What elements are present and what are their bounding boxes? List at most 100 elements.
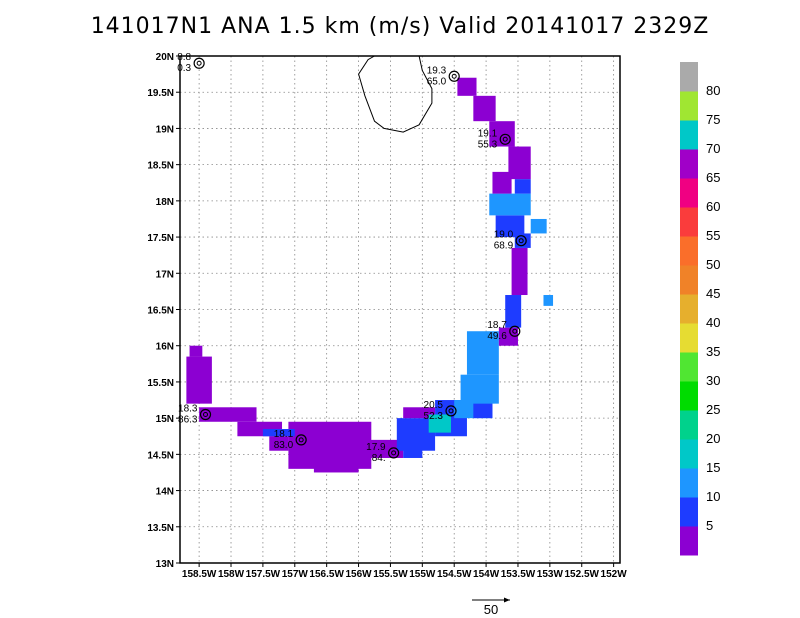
colorbar-label: 30 [706,373,720,388]
wind-cell [489,121,515,147]
y-tick-label: 18N [156,197,174,208]
colorbar-swatch [680,352,698,382]
y-tick-label: 19N [156,124,174,135]
reference-vector-label: 50 [484,602,498,617]
fix-ring [388,447,400,459]
fix-label-1: 18.3 [178,404,198,415]
x-tick-label: 157.5W [246,569,281,580]
wind-speed-field [186,77,554,473]
colorbar-label: 70 [706,141,720,156]
fix-center [448,408,454,414]
fix-label-2: 49.6 [487,331,507,342]
y-tick-label: 15N [156,414,174,425]
storm-fix: 18.749.6 [487,320,521,342]
colorbar-swatch [680,120,698,150]
fix-center [502,136,508,142]
fix-center [203,412,209,418]
colorbar-label: 65 [706,170,720,185]
colorbar-label: 50 [706,257,720,272]
fix-ring [515,235,527,247]
fix-label-2: 0.3 [177,63,191,74]
y-tick-label: 20N [156,52,174,63]
storm-fix: 8.80.3 [177,52,205,74]
colorbar-label: 5 [706,518,713,533]
axis-ticks: 158.5W 158W 157.5W 157W 156.5W 156W 155.5W 155W… [147,52,627,580]
storm-fix: 20.552.3 [424,400,457,422]
colorbar-swatch [680,468,698,498]
wind-cell [473,403,493,419]
wind-cell [514,179,531,194]
colorbar-label: 45 [706,286,720,301]
fix-label-2: 65.0 [427,76,447,87]
wind-cell [269,436,289,451]
wind-cell [530,218,547,234]
island-outline [358,55,433,133]
storm-fix: 19.068.9 [494,230,527,252]
fix-label-2: 52.3 [424,411,444,422]
fix-label-2: 83.0 [274,440,294,451]
storm-fixes: 8.80.3 19.365.0 19.155.3 19.068.9 18.749.6 20… [177,52,527,464]
colorbar-swatch [680,178,698,208]
colorbar-label: 80 [706,83,720,98]
chart-title: 141017N1 ANA 1.5 km (m/s) Valid 20141017… [90,14,710,39]
y-tick-label: 13.5N [147,523,174,534]
colorbar-label: 15 [706,460,720,475]
gridlines [180,55,620,564]
fix-label-1: 19.3 [427,65,447,76]
storm-fix: 18.183.0 [274,429,307,451]
colorbar-label: 25 [706,402,720,417]
wind-cell [403,407,436,419]
y-tick-label: 17N [156,269,174,280]
colorbar-swatch [680,149,698,179]
colorbar-label: 55 [706,228,720,243]
wind-cell [186,356,212,404]
x-tick-label: 154.5W [437,569,472,580]
colorbar-swatch [680,207,698,237]
fix-center [196,60,202,66]
x-tick-label: 154W [473,569,500,580]
fix-center [298,437,304,443]
wind-cell [543,295,554,306]
y-tick-label: 17.5N [147,233,174,244]
fix-label-1: 18.7 [487,320,507,331]
wind-cell [403,447,423,458]
reference-arrowhead [504,597,510,603]
fix-center [451,73,457,79]
x-tick-label: 155.5W [373,569,408,580]
storm-fix: 19.155.3 [478,128,511,150]
wind-cell [460,374,499,404]
colorbar-swatch [680,294,698,324]
wind-cell [495,215,525,238]
fix-ring [448,70,460,82]
colorbar-label: 75 [706,112,720,127]
y-tick-label: 15.5N [147,378,174,389]
colorbar-label: 10 [706,489,720,504]
fix-ring [295,434,307,446]
fix-label-1: 18.1 [274,429,294,440]
y-tick-label: 13N [156,559,174,570]
wind-cell [508,146,531,180]
fix-label-1: 20.5 [424,400,444,411]
x-tick-label: 156.5W [309,569,344,580]
storm-fix: 18.386.3 [178,404,212,426]
wind-cell [189,345,203,357]
x-tick-label: 152.5W [565,569,600,580]
fix-ring [509,325,521,337]
fix-ring [193,57,205,69]
colorbar-swatch [680,265,698,295]
storm-fix: 19.365.0 [427,65,460,87]
colorbar-swatch [680,381,698,411]
wind-cell [457,77,477,96]
x-tick-label: 158W [218,569,245,580]
fix-label-1: 19.0 [494,230,514,241]
wind-cell [505,295,522,328]
colorbar-swatch [680,439,698,469]
fix-center [518,238,524,244]
colorbar-swatch [680,236,698,266]
y-tick-label: 14.5N [147,450,174,461]
x-tick-label: 157W [282,569,309,580]
storm-fix: 17.984. [366,442,400,464]
colorbar-label: 20 [706,431,720,446]
y-tick-label: 16.5N [147,306,174,317]
